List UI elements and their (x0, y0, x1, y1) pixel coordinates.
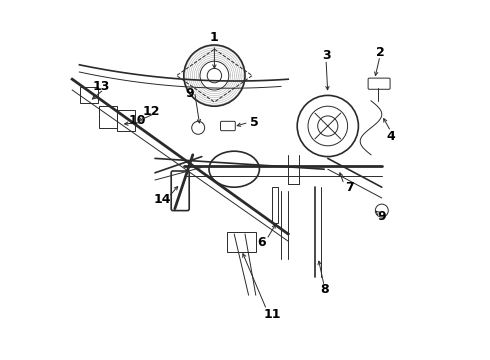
Text: 2: 2 (376, 46, 384, 59)
Text: 14: 14 (153, 193, 171, 206)
Text: 8: 8 (320, 283, 328, 296)
Bar (227, 232, 256, 252)
Bar (99, 106, 117, 128)
Bar (272, 187, 278, 223)
Text: 13: 13 (92, 80, 110, 93)
Text: 9: 9 (185, 87, 194, 100)
Text: 10: 10 (128, 114, 146, 127)
Text: 4: 4 (387, 130, 395, 143)
Text: 11: 11 (263, 309, 281, 321)
Text: 7: 7 (345, 181, 354, 194)
Text: 1: 1 (210, 31, 219, 44)
Text: 9: 9 (377, 210, 386, 222)
Text: 12: 12 (143, 105, 160, 118)
Text: 6: 6 (257, 237, 266, 249)
Bar (117, 110, 135, 131)
Text: 3: 3 (322, 49, 330, 62)
Text: 5: 5 (249, 116, 258, 129)
